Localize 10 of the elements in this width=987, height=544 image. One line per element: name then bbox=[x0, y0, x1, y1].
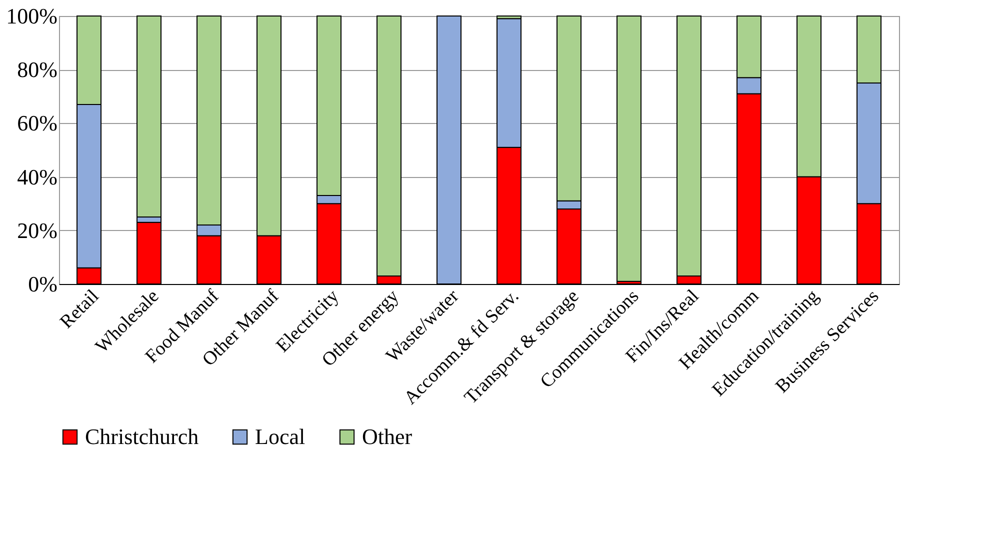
bar bbox=[616, 16, 642, 282]
y-tick-label: 60% bbox=[17, 110, 58, 136]
legend-label: Other bbox=[362, 424, 413, 449]
legend-label: Local bbox=[255, 424, 306, 449]
legend-label: Christchurch bbox=[85, 424, 199, 449]
y-tick-label: 40% bbox=[17, 164, 58, 190]
y-tick-label: 0% bbox=[28, 272, 58, 296]
y-tick-label: 80% bbox=[17, 57, 58, 82]
y-tick-label: 100% bbox=[6, 4, 58, 28]
y-tick-label: 20% bbox=[17, 218, 58, 243]
